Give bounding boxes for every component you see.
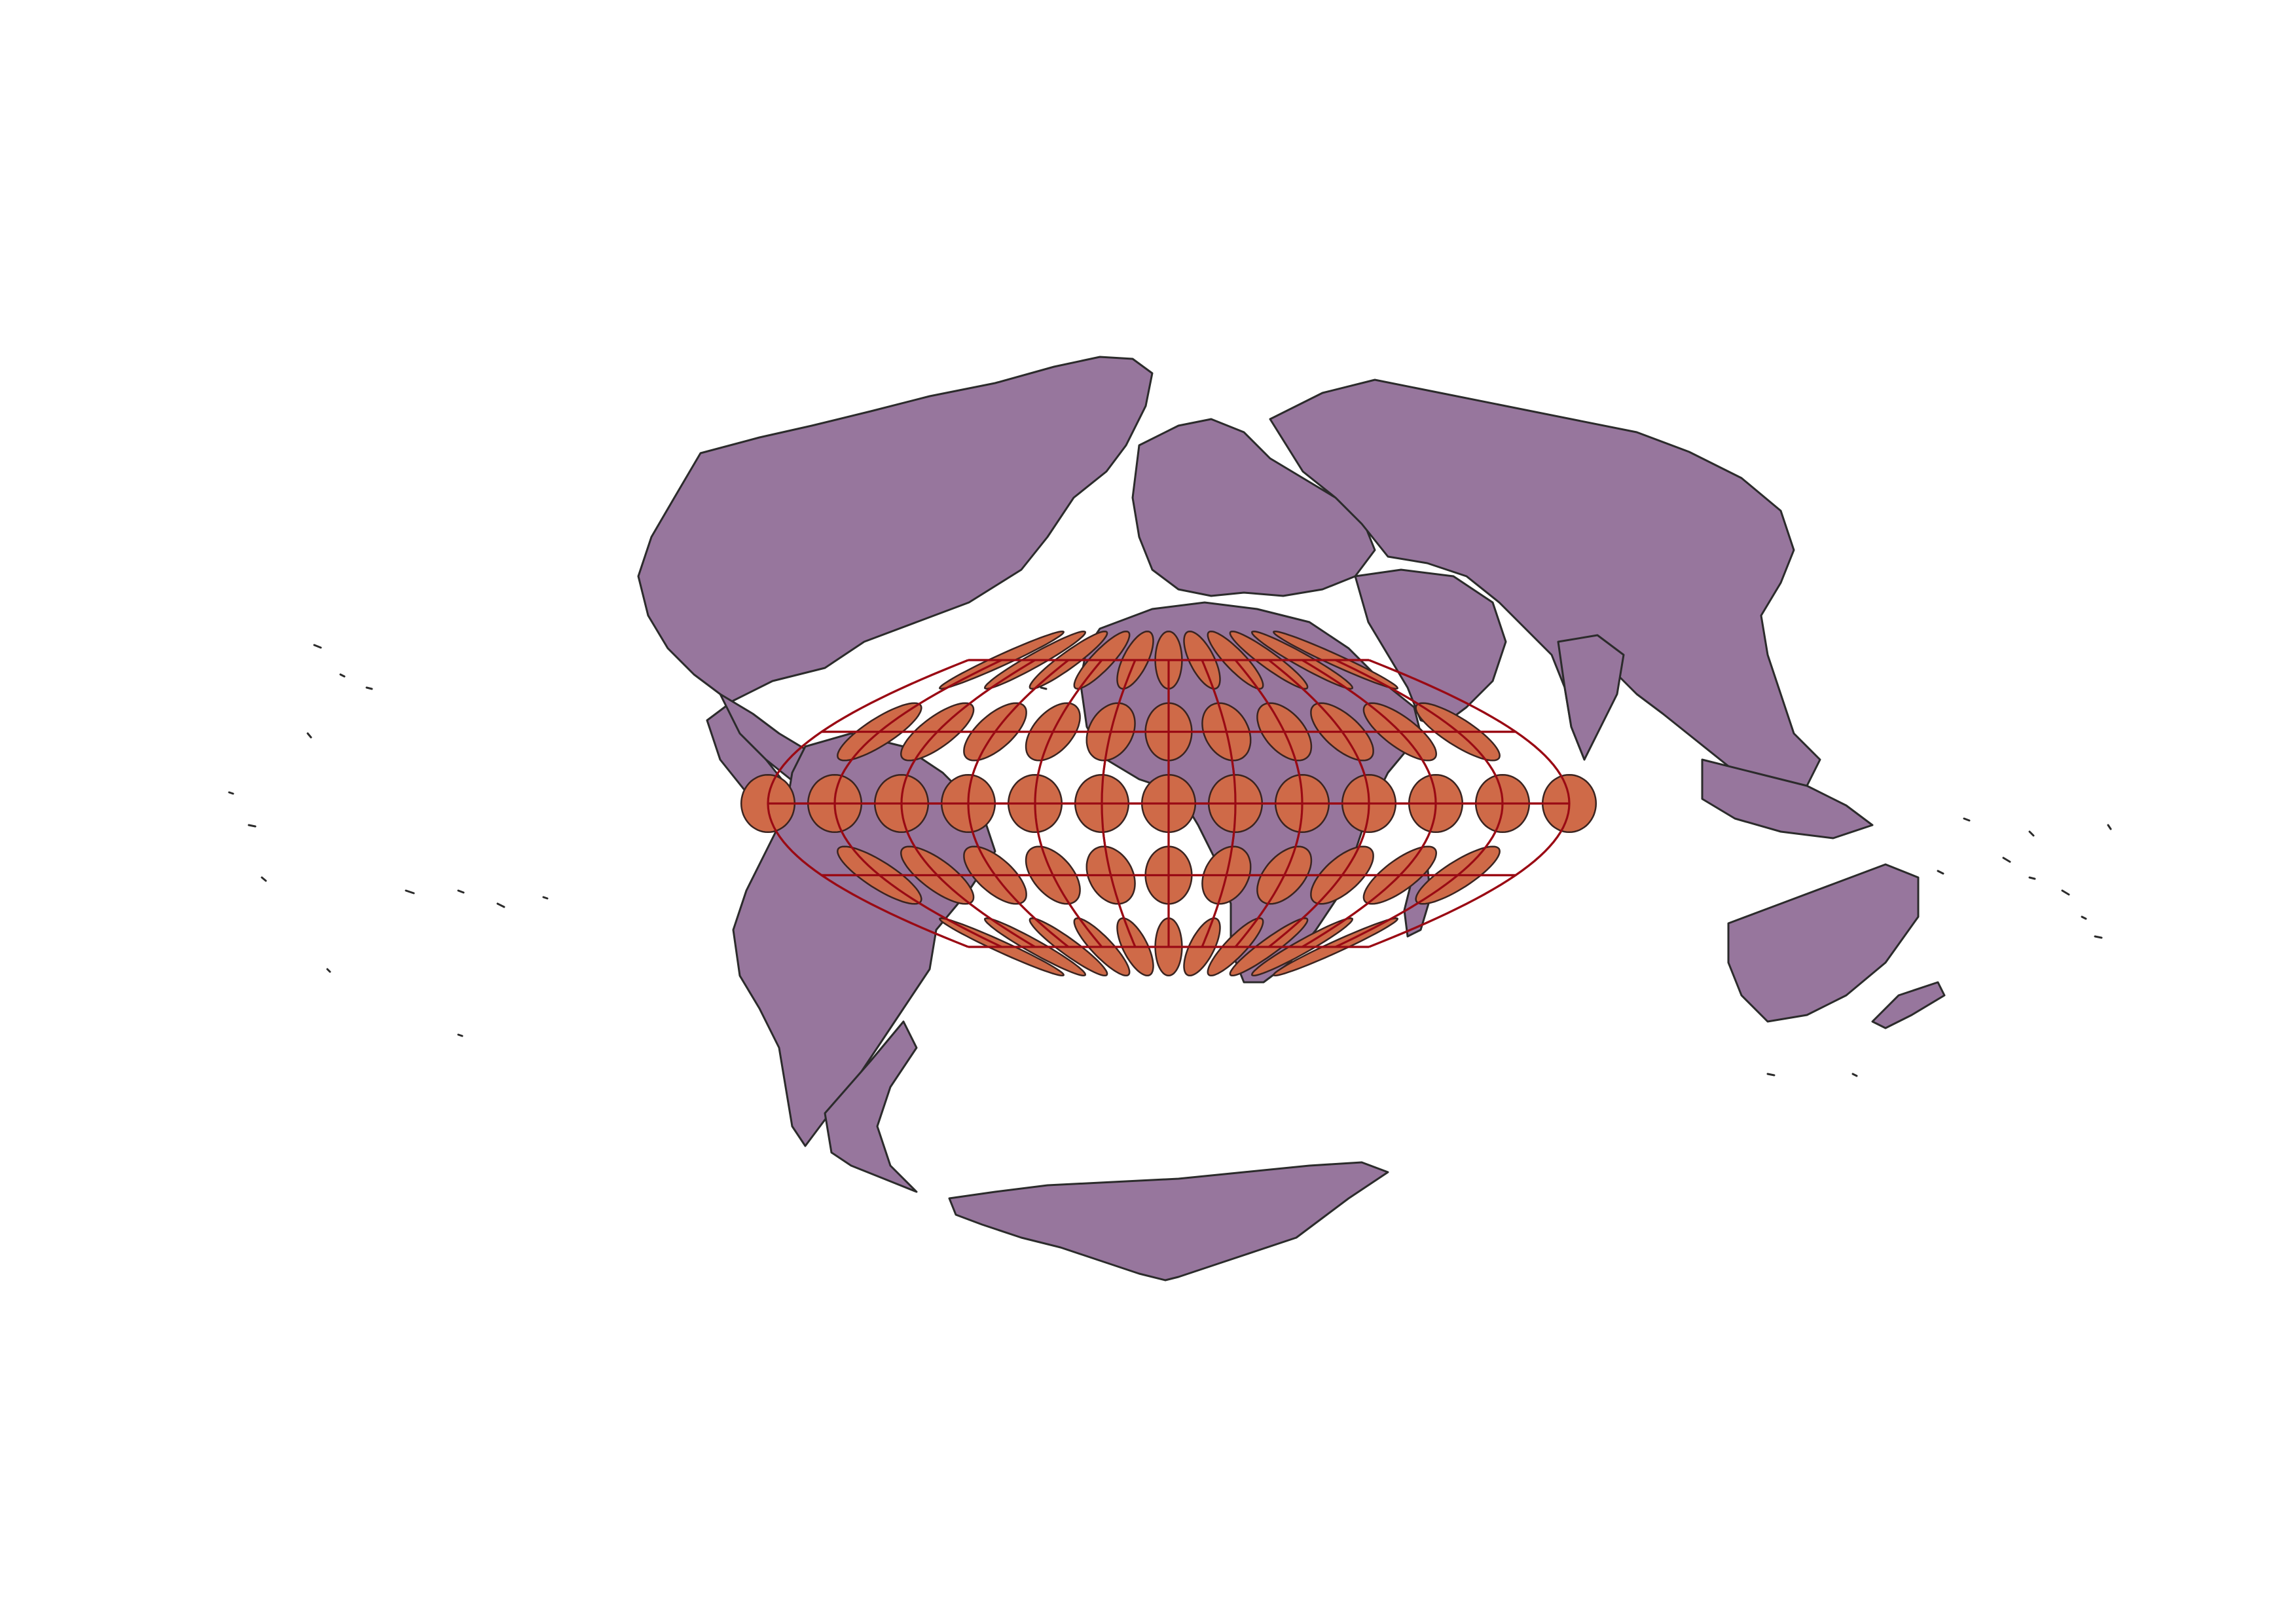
land-patagonia bbox=[824, 1020, 918, 1193]
land-india bbox=[1557, 634, 1625, 761]
land-antarctica bbox=[948, 1161, 1389, 1282]
land-new-zealand bbox=[1871, 981, 1946, 1029]
small-islands bbox=[228, 644, 2112, 1077]
land-arabia bbox=[1354, 568, 1507, 728]
land-north-america bbox=[637, 356, 1154, 826]
land-maritime-southeast-asia bbox=[1701, 758, 1874, 840]
graticule-layer bbox=[767, 659, 1571, 948]
land-australia bbox=[1727, 863, 1920, 1023]
